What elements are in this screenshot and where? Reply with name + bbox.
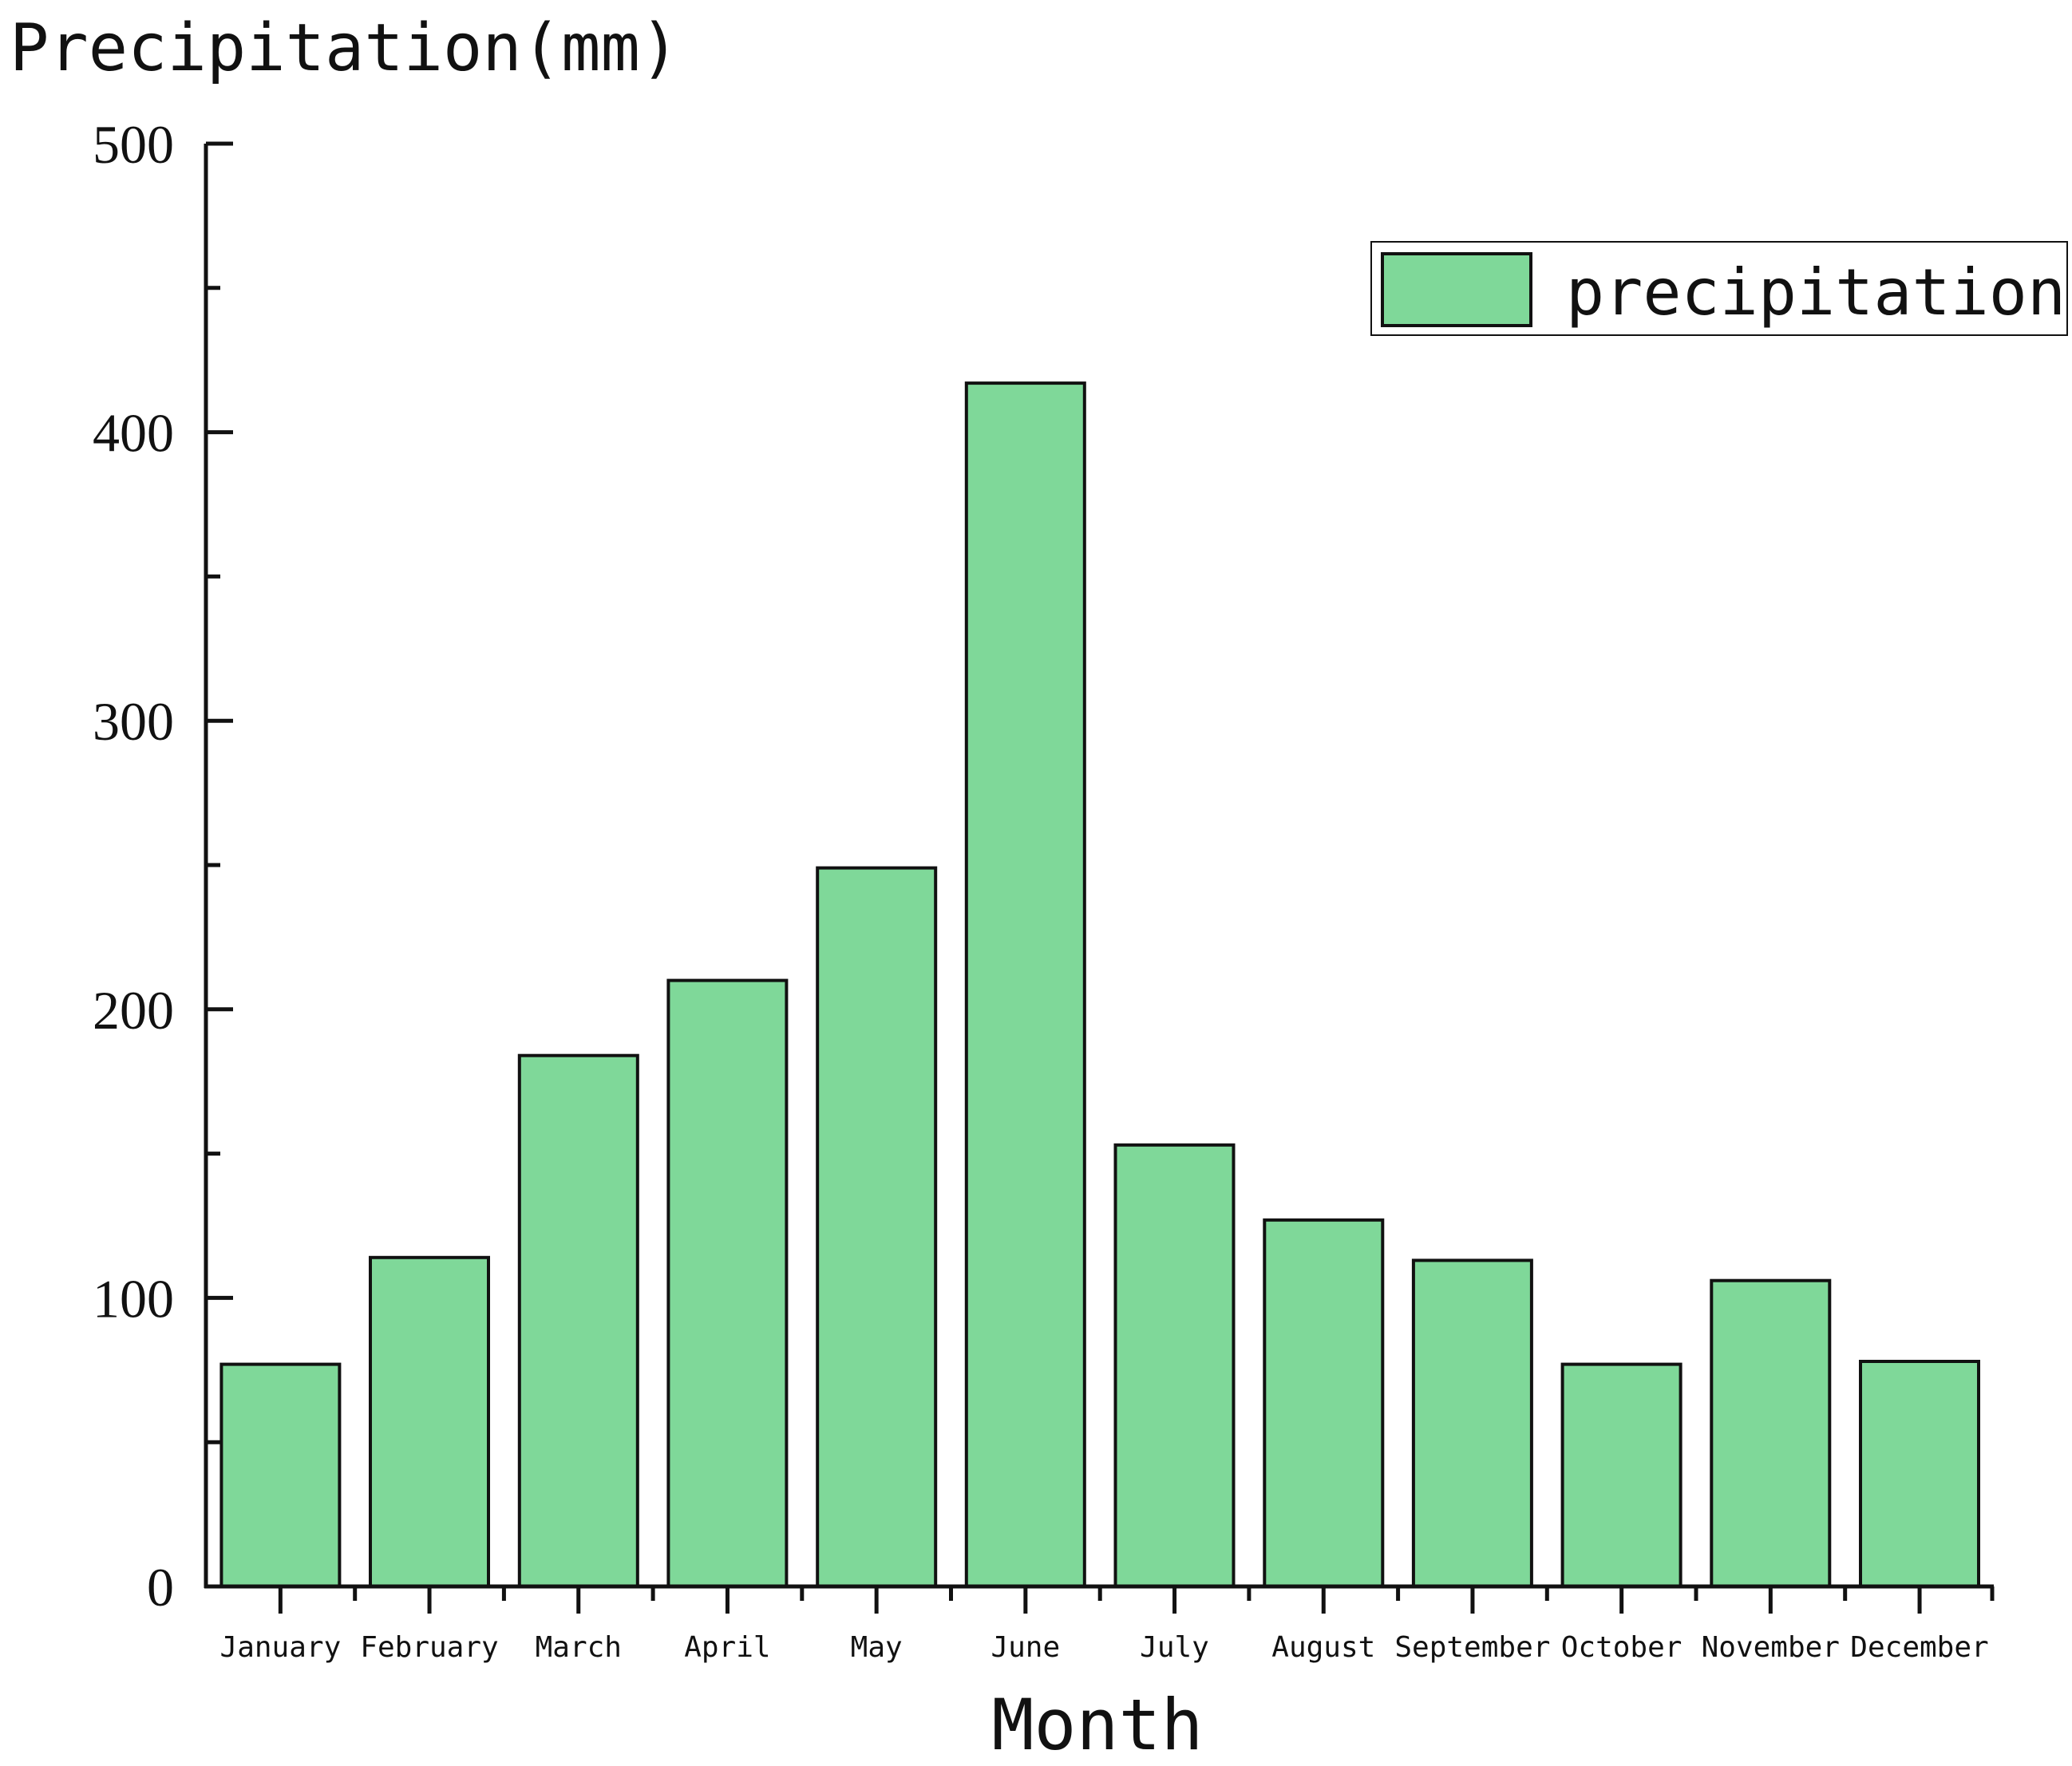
x-tick-label: January — [220, 1631, 342, 1664]
bar-january — [219, 1362, 342, 1588]
bar-february — [369, 1255, 490, 1589]
y-tick-label: 100 — [93, 1268, 174, 1329]
y-tick-label: 0 — [147, 1557, 174, 1618]
x-tick-label: July — [1140, 1631, 1209, 1664]
y-tick-label: 200 — [93, 980, 174, 1041]
bar-september — [1411, 1258, 1533, 1589]
y-tick-label: 300 — [93, 691, 174, 752]
x-tick-label: March — [536, 1631, 622, 1664]
x-tick-label: December — [1850, 1631, 1988, 1664]
bar-december — [1859, 1360, 1980, 1588]
y-axis-label: Precipitation(mm) — [10, 10, 679, 86]
x-tick-label: August — [1271, 1631, 1375, 1664]
y-tick-label: 400 — [93, 403, 174, 464]
bar-may — [816, 866, 938, 1588]
x-tick-label: May — [851, 1631, 903, 1664]
legend-label: precipitation — [1566, 255, 2066, 330]
legend: precipitation — [1370, 241, 2068, 336]
bar-april — [666, 978, 789, 1588]
x-tick-label: June — [991, 1631, 1060, 1664]
bar-october — [1560, 1362, 1683, 1588]
bar-june — [964, 381, 1086, 1589]
x-tick-label: September — [1394, 1631, 1550, 1664]
x-tick-label: February — [360, 1631, 498, 1664]
y-tick-label: 500 — [93, 114, 174, 175]
x-tick-label: November — [1702, 1631, 1840, 1664]
x-tick-label: October — [1561, 1631, 1683, 1664]
legend-swatch — [1381, 252, 1532, 327]
bar-march — [517, 1053, 639, 1588]
bar-november — [1710, 1278, 1832, 1588]
bar-august — [1263, 1218, 1385, 1589]
x-axis-label: Month — [992, 1684, 1204, 1762]
x-tick-label: April — [684, 1631, 770, 1664]
bar-july — [1113, 1143, 1236, 1589]
plot-area: 0 100 200 300 400 500 January February March Apri… — [93, 114, 1995, 1664]
